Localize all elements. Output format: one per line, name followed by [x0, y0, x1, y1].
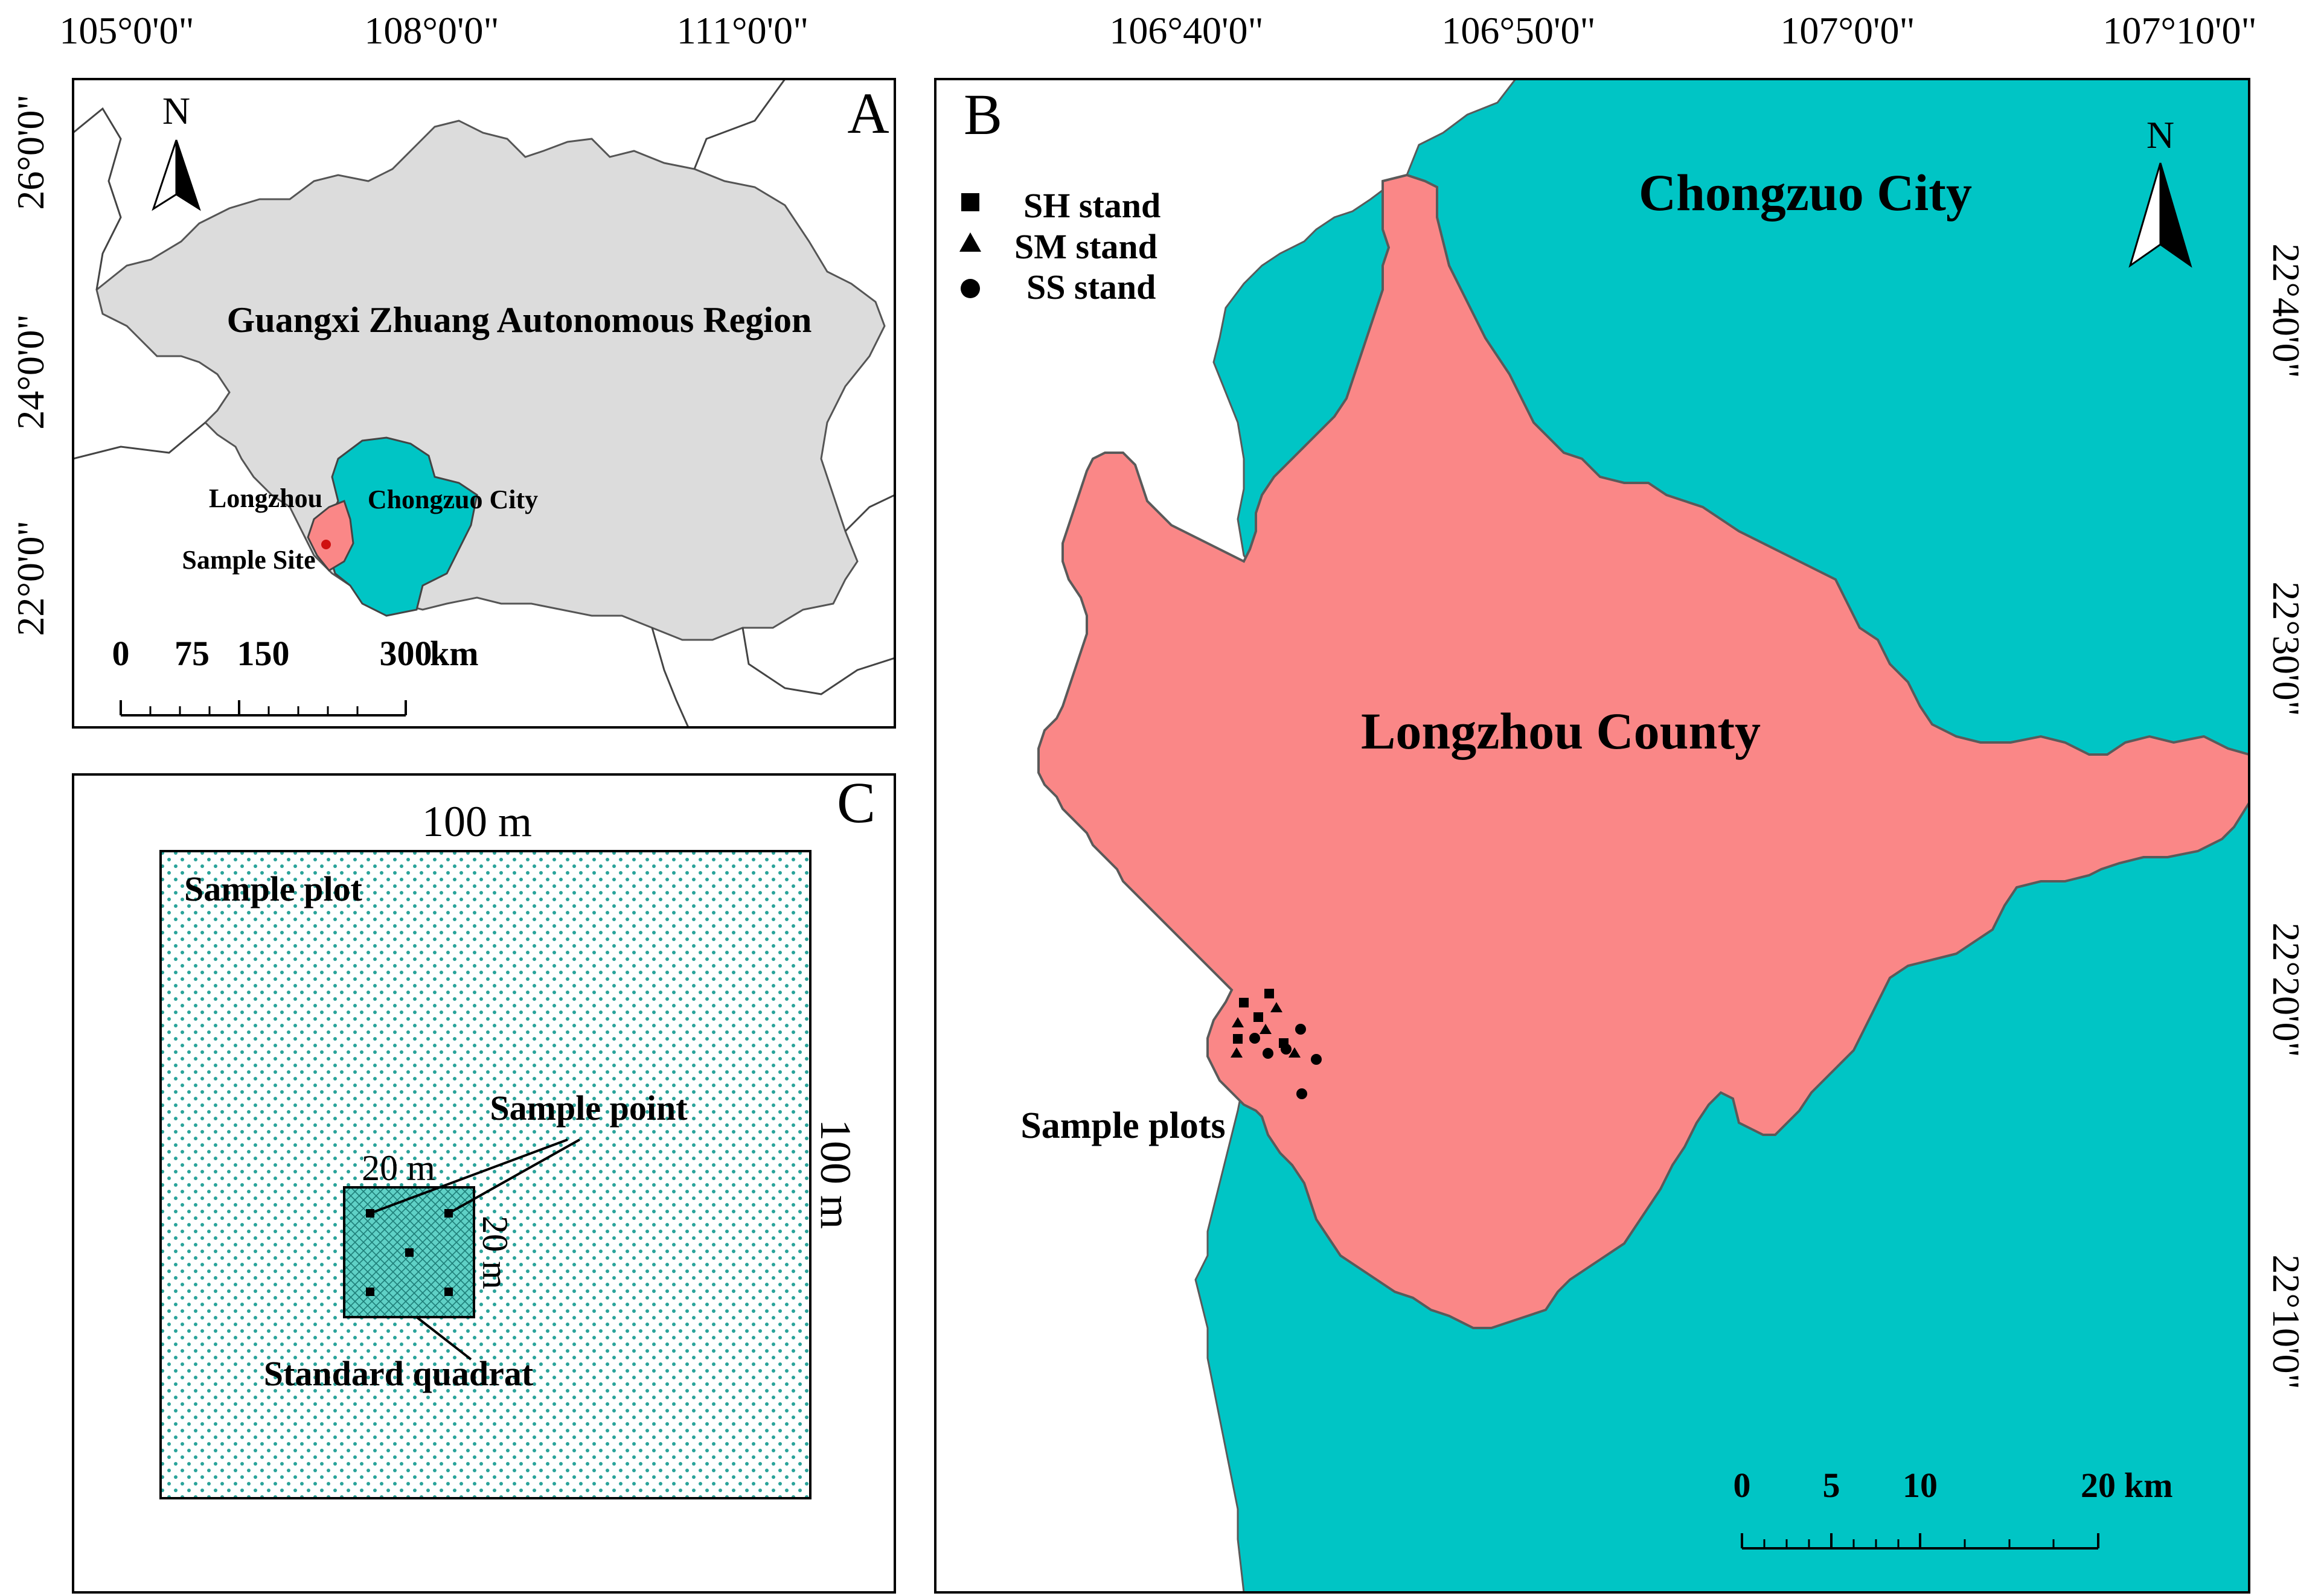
- quadrat-leader: [415, 1316, 472, 1361]
- quadrat-top-dimension: 20 m: [362, 1148, 435, 1188]
- longzhou-label: Longzhou: [209, 484, 322, 513]
- sample-point-label: Sample point: [490, 1088, 688, 1128]
- plot-side-dimension: 100 m: [812, 1119, 860, 1229]
- longzhou-county: [1037, 173, 2249, 1329]
- neighbor-boundary-south: [73, 421, 206, 460]
- region-label: Guangxi Zhuang Autonomous Region: [227, 300, 812, 340]
- legend-square-icon: [961, 193, 979, 211]
- sh-stand-marker: [1233, 1034, 1243, 1044]
- sample-plot-markers: [1231, 989, 1322, 1099]
- a-top-coord-1: 105°0'0": [59, 9, 194, 52]
- sample-point-leader-2: [448, 1138, 580, 1215]
- sample-point: [366, 1288, 374, 1296]
- ss-stand-marker: [1263, 1048, 1273, 1059]
- standard-quadrat-label: Standard quadrat: [264, 1354, 534, 1393]
- scale-b-tick-5: 5: [1823, 1466, 1840, 1505]
- scale-b-unit: km: [2124, 1466, 2173, 1505]
- legend-b: [959, 193, 981, 298]
- legend-ss-label: SS stand: [1026, 267, 1156, 307]
- b-right-coord-2: 22°30'0": [2265, 581, 2308, 716]
- sm-stand-marker: [1270, 1002, 1282, 1012]
- legend-sm-label: SM stand: [1014, 227, 1157, 266]
- sh-stand-marker: [1264, 989, 1274, 998]
- b-right-coord-3: 22°20'0": [2265, 922, 2308, 1057]
- guangxi-region: [95, 120, 886, 641]
- panel-a-frame: [72, 78, 896, 729]
- panel-b: B SH stand SM stand SS stand N Chongzuo …: [934, 9, 2308, 1594]
- neighbor-boundary-east: [844, 494, 895, 532]
- a-left-coord-3: 22°0'0": [9, 520, 52, 636]
- ss-stand-marker: [1295, 1024, 1306, 1035]
- sample-site-marker: [321, 540, 331, 549]
- panel-b-frame: [934, 78, 2250, 1594]
- north-arrow-a-icon: [152, 139, 201, 211]
- scale-a-tick-0: 0: [112, 634, 130, 673]
- panel-a: N A Guangxi Zhuang Autonomous Region Lon…: [9, 9, 896, 729]
- a-left-coord-2: 24°0'0": [9, 314, 52, 429]
- sm-stand-marker: [1260, 1024, 1272, 1034]
- scale-bar-a: [120, 700, 407, 717]
- sample-site-label: Sample Site: [182, 545, 315, 575]
- north-arrow-b-icon: [2128, 162, 2192, 268]
- ss-stand-marker: [1249, 1033, 1260, 1044]
- coastline: [741, 627, 895, 695]
- legend-triangle-icon: [959, 232, 981, 252]
- legend-circle-icon: [961, 279, 980, 298]
- neighbor-boundary-west: [73, 107, 122, 290]
- sh-stand-marker: [1253, 1012, 1263, 1022]
- scale-a-tick-300: 300: [380, 634, 432, 673]
- sample-point: [405, 1248, 414, 1257]
- legend-sh-label: SH stand: [1023, 186, 1160, 225]
- scale-b-tick-10: 10: [1903, 1466, 1938, 1505]
- sample-point-leader-1: [370, 1138, 568, 1215]
- b-top-coord-2: 106°50'0": [1441, 9, 1595, 52]
- b-top-coord-1: 106°40'0": [1109, 9, 1263, 52]
- longzhou-county-label: Longzhou County: [1361, 702, 1761, 760]
- ss-stand-marker: [1296, 1088, 1307, 1099]
- scale-bar-b: [1741, 1533, 2099, 1550]
- sample-plot: [159, 850, 812, 1499]
- plot-top-dimension: 100 m: [422, 797, 532, 846]
- panel-a-letter: A: [847, 81, 889, 145]
- panel-c-letter: C: [837, 770, 876, 835]
- coastline-west: [651, 627, 690, 727]
- sample-plot-label: Sample plot: [184, 869, 363, 908]
- sh-stand-marker: [1239, 998, 1249, 1007]
- b-top-coord-3: 107°0'0": [1780, 9, 1915, 52]
- panel-c: C 100 m 100 m Sample plot 20 m 20 m Samp…: [72, 770, 896, 1594]
- sm-stand-marker: [1231, 1047, 1243, 1058]
- north-label-b: N: [2147, 113, 2174, 156]
- ss-stand-marker: [1311, 1054, 1322, 1065]
- scale-a-tick-150: 150: [237, 634, 290, 673]
- b-top-coord-4: 107°10'0": [2102, 9, 2256, 52]
- sample-plots-label: Sample plots: [1020, 1105, 1225, 1146]
- ss-stand-marker: [1281, 1044, 1292, 1055]
- panel-b-letter: B: [964, 82, 1002, 147]
- sm-stand-marker: [1232, 1017, 1244, 1027]
- scale-b-tick-20: 20: [2081, 1466, 2116, 1505]
- chongzuo-label-a: Chongzuo City: [368, 485, 538, 514]
- sample-point: [444, 1288, 453, 1296]
- scale-a-unit: km: [430, 634, 479, 673]
- quadrat-side-dimension: 20 m: [475, 1216, 515, 1289]
- b-right-coord-4: 22°10'0": [2265, 1254, 2308, 1389]
- a-top-coord-2: 108°0'0": [364, 9, 499, 52]
- chongzuo-city-label-b: Chongzuo City: [1639, 164, 1972, 222]
- longzhou-a: [307, 500, 354, 572]
- neighbor-boundary-north: [693, 79, 786, 170]
- north-label-a: N: [162, 89, 190, 132]
- scale-b-tick-0: 0: [1734, 1466, 1751, 1505]
- scale-a-tick-75: 75: [174, 634, 210, 673]
- a-top-coord-3: 111°0'0": [677, 9, 809, 52]
- sm-stand-marker: [1289, 1047, 1301, 1058]
- b-right-coord-1: 22°40'0": [2265, 243, 2308, 378]
- a-left-coord-1: 26°0'0": [9, 94, 52, 209]
